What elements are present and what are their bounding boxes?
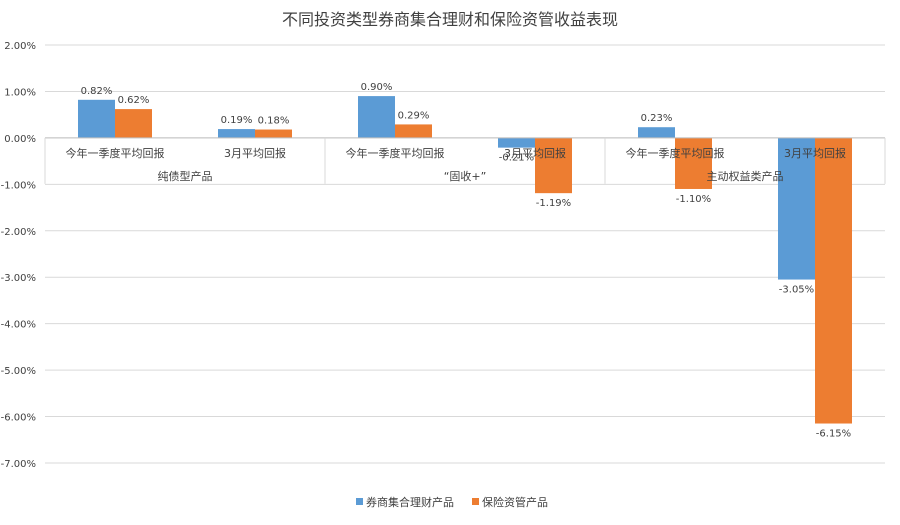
- category-label: 3月平均回报: [784, 146, 846, 160]
- bars: [78, 96, 852, 424]
- legend-entry: 保险资管产品: [482, 495, 548, 509]
- category-axis: 今年一季度平均回报 3月平均回报 今年一季度平均回报 3月平均回报 今年一季度平均回报 3…: [44, 137, 886, 184]
- data-label: 0.19%: [221, 115, 253, 126]
- y-tick-label: -7.00%: [1, 459, 36, 470]
- data-label: -1.10%: [676, 194, 711, 205]
- y-tick-label: -3.00%: [1, 273, 36, 284]
- data-label: 0.90%: [361, 82, 393, 93]
- group-label: “固收+”: [444, 169, 487, 183]
- category-label: 3月平均回报: [504, 146, 566, 160]
- data-label: -3.05%: [779, 285, 814, 296]
- bar-broker: [78, 99, 115, 138]
- legend-swatch: [472, 498, 479, 505]
- y-tick-label: -1.00%: [1, 180, 36, 191]
- data-label: 0.82%: [81, 86, 113, 97]
- data-label: 0.62%: [118, 95, 150, 106]
- legend-entry: 券商集合理财产品: [366, 495, 454, 509]
- data-label: -1.19%: [536, 198, 571, 209]
- data-label: -0.21%: [499, 153, 534, 164]
- y-tick-label: -2.00%: [1, 227, 36, 238]
- bar-broker: [778, 137, 815, 280]
- data-label: 0.23%: [641, 113, 673, 124]
- bar-broker: [358, 96, 395, 138]
- data-label: -6.15%: [816, 429, 851, 440]
- bar-insurance: [815, 137, 852, 424]
- data-label: 0.29%: [398, 110, 430, 121]
- bar-insurance: [675, 137, 712, 189]
- bar-broker: [638, 127, 675, 138]
- group-label: 纯债型产品: [158, 169, 213, 183]
- y-tick-label: -4.00%: [1, 320, 36, 331]
- data-label: 0.18%: [258, 116, 290, 127]
- y-tick-label: -6.00%: [1, 413, 36, 424]
- y-tick-label: 2.00%: [4, 41, 36, 52]
- category-label: 今年一季度平均回报: [626, 146, 725, 160]
- category-label: 今年一季度平均回报: [346, 146, 445, 160]
- legend: 券商集合理财产品 保险资管产品: [356, 495, 548, 509]
- bar-broker: [218, 129, 255, 138]
- y-tick-label: 0.00%: [4, 134, 36, 145]
- group-label: 主动权益类产品: [707, 169, 784, 183]
- category-label: 3月平均回报: [224, 146, 286, 160]
- gridlines: [45, 44, 885, 464]
- y-tick-label: 1.00%: [4, 87, 36, 98]
- category-label: 今年一季度平均回报: [66, 146, 165, 160]
- bar-insurance: [255, 129, 292, 138]
- bar-broker: [498, 137, 535, 148]
- bar-insurance: [535, 137, 572, 194]
- bar-insurance: [115, 109, 152, 138]
- data-labels: 0.82% 0.62% 0.19% 0.18% 0.90% 0.29% -0.21% -1.1…: [81, 82, 852, 439]
- y-axis-ticks: 2.00% 1.00% 0.00% -1.00% -2.00% -3.00% -4.00% -…: [1, 41, 36, 470]
- chart-title: 不同投资类型券商集合理财和保险资管收益表现: [282, 10, 618, 29]
- legend-swatch: [356, 498, 363, 505]
- y-tick-label: -5.00%: [1, 366, 36, 377]
- bar-insurance: [395, 124, 432, 138]
